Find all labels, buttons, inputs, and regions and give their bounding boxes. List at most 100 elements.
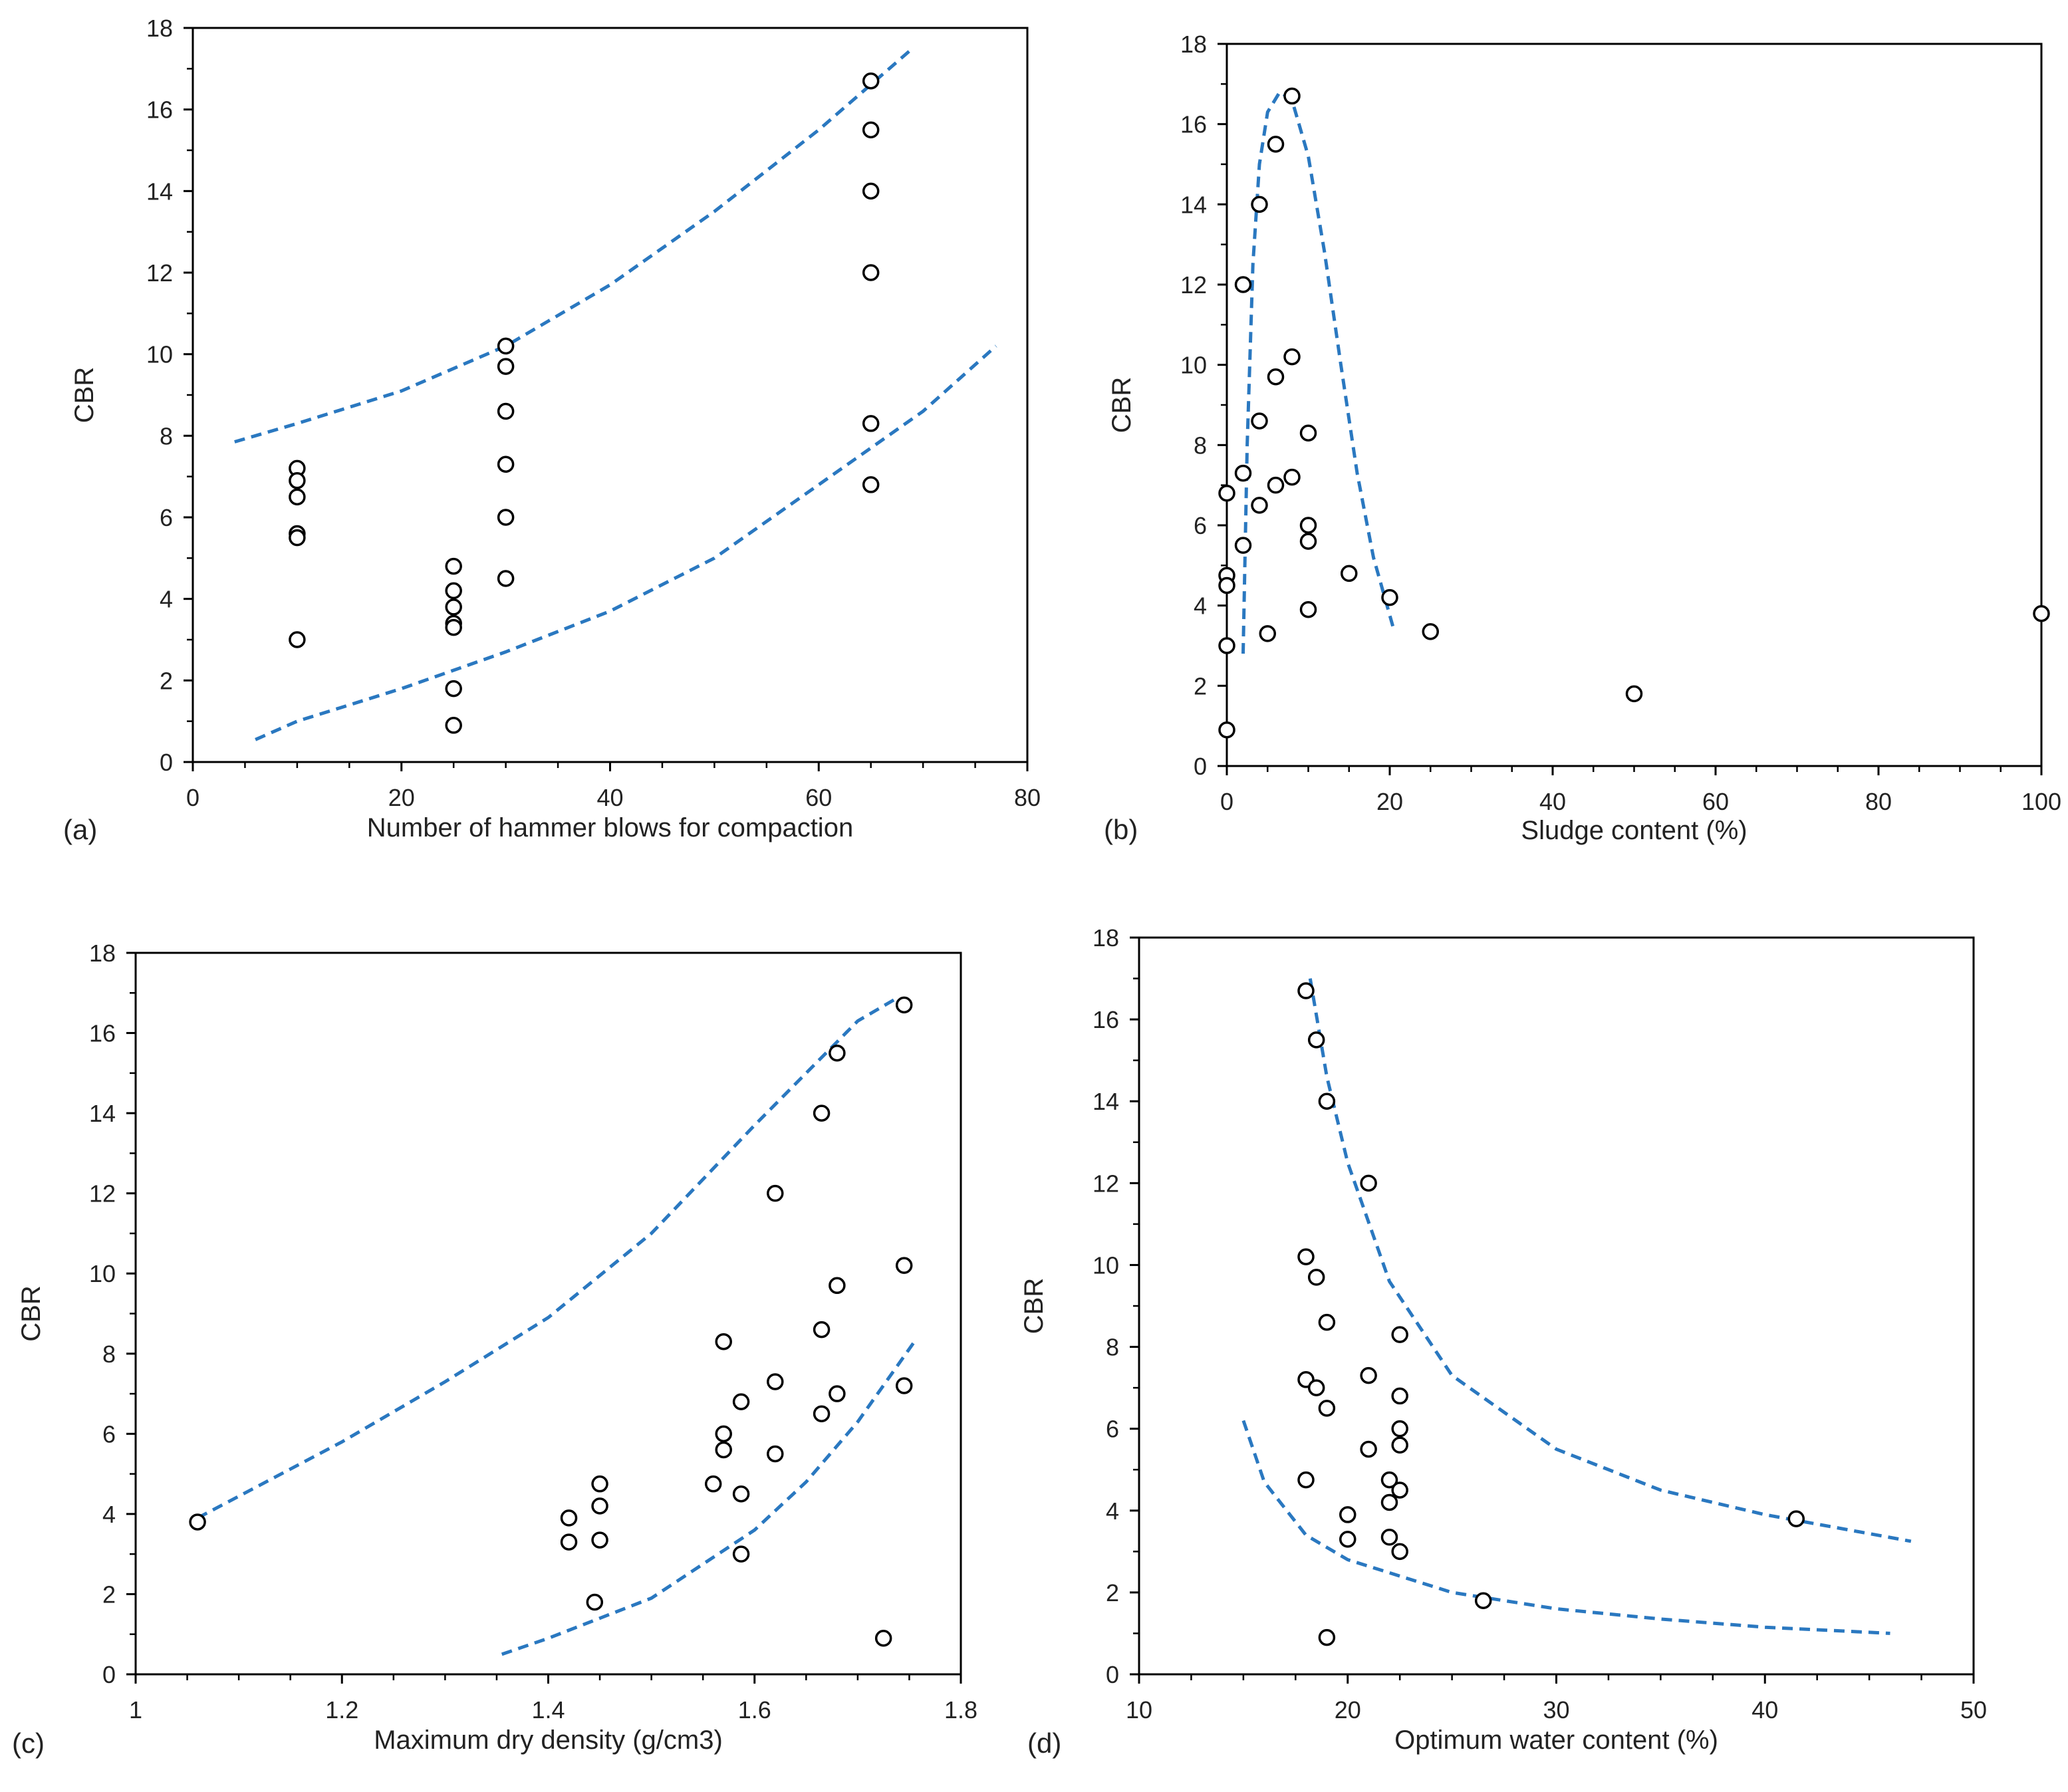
y-tick-label: 6 xyxy=(1194,512,1207,539)
data-point xyxy=(586,1593,604,1611)
y-axis-label: CBR xyxy=(1107,377,1136,433)
x-tick-label: 40 xyxy=(1539,788,1566,815)
y-tick-label: 16 xyxy=(1180,111,1207,138)
y-tick-label: 10 xyxy=(146,341,173,368)
x-tick-label: 20 xyxy=(388,784,415,811)
y-tick-label: 12 xyxy=(146,259,173,287)
data-point xyxy=(1297,982,1315,999)
data-point xyxy=(829,1385,846,1402)
data-point xyxy=(767,1445,784,1463)
data-point xyxy=(862,121,880,139)
data-point xyxy=(704,1475,722,1493)
y-axis-label: CBR xyxy=(17,1285,46,1341)
panel-a: 0 20 40 60 80 0 2 4 6 8 10 12 14 16 18 Number of hammer… xyxy=(63,15,1041,845)
y-tick-label: 16 xyxy=(1093,1006,1119,1033)
y-tick-label: 4 xyxy=(1106,1497,1119,1525)
data-point xyxy=(895,1257,913,1274)
x-tick-label: 60 xyxy=(1702,788,1729,815)
x-tick-label: 20 xyxy=(1376,788,1403,815)
data-point xyxy=(445,598,462,616)
x-tick-label: 80 xyxy=(1014,784,1041,811)
data-point xyxy=(445,582,462,600)
y-tick-label: 12 xyxy=(1093,1170,1119,1197)
data-point xyxy=(813,1405,831,1422)
data-point xyxy=(497,402,515,420)
data-point xyxy=(1218,484,1235,502)
x-axis-label: Number of hammer blows for compaction xyxy=(367,813,853,842)
data-point xyxy=(1391,1387,1408,1405)
data-point xyxy=(874,1630,892,1647)
y-tick-label: 8 xyxy=(1106,1334,1119,1361)
data-point xyxy=(732,1485,750,1503)
x-axis-label: Maximum dry density (g/cm3) xyxy=(374,1726,723,1755)
y-tick-label: 18 xyxy=(146,15,173,42)
data-point xyxy=(1474,1592,1492,1609)
data-point xyxy=(862,476,880,493)
y-tick-label: 6 xyxy=(102,1420,116,1448)
y-tick-label: 14 xyxy=(89,1100,116,1127)
data-point xyxy=(1381,588,1398,606)
data-point xyxy=(289,488,306,506)
data-point xyxy=(1297,1471,1315,1489)
data-point xyxy=(1391,1326,1408,1343)
bound-curve xyxy=(234,47,914,444)
data-point xyxy=(2033,604,2050,622)
data-point xyxy=(1380,1529,1398,1546)
x-tick-label: 30 xyxy=(1543,1696,1569,1724)
data-point xyxy=(445,717,462,734)
x-tick-label: 50 xyxy=(1960,1696,1987,1724)
data-point xyxy=(862,72,880,90)
data-point xyxy=(1218,637,1235,654)
data-point xyxy=(289,472,306,489)
x-tick-label: 60 xyxy=(805,784,832,811)
data-point xyxy=(862,264,880,281)
data-point xyxy=(862,415,880,432)
x-tick-label: 20 xyxy=(1335,1696,1361,1724)
y-tick-label: 4 xyxy=(1194,592,1207,620)
data-point xyxy=(1218,576,1235,594)
data-point xyxy=(1341,565,1358,582)
data-point xyxy=(1318,1313,1336,1331)
data-point xyxy=(1251,195,1268,213)
data-point xyxy=(1787,1510,1805,1527)
data-point xyxy=(1339,1531,1357,1548)
data-point xyxy=(1267,136,1285,153)
bound-curve xyxy=(501,1341,916,1656)
data-point xyxy=(1318,1628,1336,1646)
data-point xyxy=(732,1393,750,1410)
y-tick-label: 0 xyxy=(1194,753,1207,780)
data-point xyxy=(1339,1506,1357,1523)
data-point xyxy=(1391,1420,1408,1438)
y-tick-label: 0 xyxy=(160,749,173,776)
bound-curve xyxy=(1241,1420,1890,1635)
data-point xyxy=(1307,1269,1325,1286)
x-tick-label: 40 xyxy=(596,784,623,811)
data-point xyxy=(1391,1481,1408,1499)
panel-label: (b) xyxy=(1104,814,1138,845)
x-tick-label: 0 xyxy=(1220,788,1233,815)
data-point xyxy=(445,680,462,698)
data-point xyxy=(1234,464,1252,482)
y-tick-label: 14 xyxy=(146,178,173,205)
y-tick-label: 12 xyxy=(89,1180,116,1208)
x-axis-label: Sludge content (%) xyxy=(1521,816,1747,845)
data-point xyxy=(829,1044,846,1062)
data-point xyxy=(1251,497,1268,514)
data-point xyxy=(715,1333,732,1350)
data-point xyxy=(1251,412,1268,430)
y-tick-label: 2 xyxy=(1106,1579,1119,1606)
y-tick-label: 14 xyxy=(1093,1088,1119,1115)
y-tick-label: 10 xyxy=(1180,352,1207,379)
y-tick-label: 2 xyxy=(102,1581,116,1608)
y-tick-label: 8 xyxy=(1194,432,1207,459)
y-tick-label: 8 xyxy=(160,422,173,449)
y-tick-label: 8 xyxy=(102,1341,116,1368)
plot-frame xyxy=(192,27,1029,763)
panel-label: (c) xyxy=(12,1728,45,1759)
y-tick-label: 6 xyxy=(160,504,173,531)
data-point xyxy=(497,358,515,375)
data-point xyxy=(497,337,515,355)
data-point xyxy=(1380,1471,1398,1489)
data-point xyxy=(189,1513,206,1531)
